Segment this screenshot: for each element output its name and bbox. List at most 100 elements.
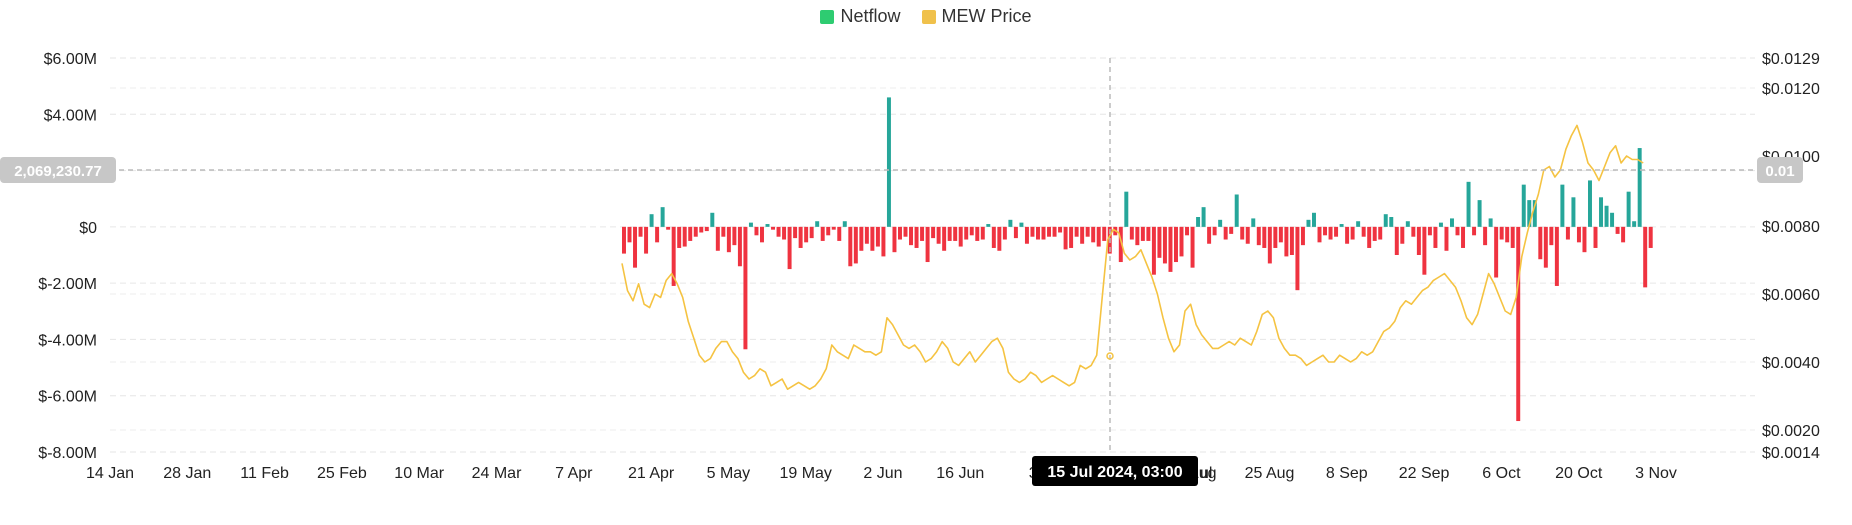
netflow-bar[interactable] (699, 226, 704, 233)
netflow-bar[interactable] (837, 226, 842, 241)
netflow-bar[interactable] (743, 226, 748, 350)
netflow-bar[interactable] (1648, 226, 1653, 248)
netflow-bar[interactable] (1306, 219, 1311, 227)
netflow-bar[interactable] (1477, 200, 1482, 227)
netflow-bar[interactable] (804, 226, 809, 243)
netflow-bar[interactable] (1466, 181, 1471, 227)
netflow-bar[interactable] (622, 226, 626, 254)
netflow-bar[interactable] (1157, 226, 1162, 258)
netflow-bar[interactable] (1637, 148, 1642, 227)
netflow-bar[interactable] (1019, 222, 1024, 227)
netflow-bar[interactable] (1234, 194, 1239, 227)
netflow-bar[interactable] (1450, 218, 1454, 227)
netflow-bar[interactable] (1367, 226, 1372, 248)
netflow-bar[interactable] (969, 226, 974, 236)
netflow-bar[interactable] (964, 226, 969, 240)
netflow-bar[interactable] (1151, 226, 1156, 275)
netflow-bar[interactable] (1063, 226, 1068, 250)
netflow-bar[interactable] (1527, 200, 1532, 227)
netflow-bar[interactable] (1273, 226, 1278, 248)
netflow-bar[interactable] (1455, 226, 1460, 236)
netflow-bar[interactable] (1069, 226, 1074, 248)
netflow-bar[interactable] (1576, 226, 1581, 243)
netflow-bar[interactable] (1416, 226, 1421, 255)
netflow-bar[interactable] (1124, 191, 1129, 227)
netflow-bar[interactable] (1118, 226, 1123, 263)
netflow-bar[interactable] (1240, 226, 1245, 240)
netflow-bar[interactable] (1300, 226, 1305, 246)
netflow-bar[interactable] (1284, 226, 1289, 257)
netflow-bar[interactable] (1229, 226, 1234, 234)
netflow-bar[interactable] (1245, 226, 1250, 244)
netflow-bar[interactable] (782, 226, 787, 240)
netflow-bar[interactable] (1212, 226, 1217, 236)
netflow-bar[interactable] (704, 226, 709, 232)
netflow-bar[interactable] (936, 226, 941, 244)
netflow-bar[interactable] (1008, 219, 1013, 227)
netflow-bar[interactable] (1096, 226, 1101, 247)
netflow-bar[interactable] (1024, 226, 1029, 244)
netflow-bar[interactable] (721, 226, 726, 237)
netflow-bar[interactable] (1295, 226, 1300, 291)
netflow-bar[interactable] (1267, 226, 1272, 264)
netflow-bar[interactable] (1560, 184, 1565, 227)
netflow-bar[interactable] (693, 226, 698, 237)
netflow-bar[interactable] (1516, 226, 1521, 422)
netflow-bar[interactable] (1422, 226, 1427, 275)
netflow-bar[interactable] (1472, 226, 1477, 236)
netflow-bar[interactable] (909, 226, 914, 246)
netflow-bar[interactable] (1532, 200, 1537, 227)
netflow-bar[interactable] (627, 226, 632, 243)
netflow-bar[interactable] (1433, 226, 1438, 248)
netflow-bar[interactable] (765, 224, 770, 227)
netflow-bar[interactable] (1085, 226, 1090, 237)
netflow-bar[interactable] (1554, 226, 1559, 286)
netflow-bar[interactable] (1140, 226, 1145, 241)
netflow-bar[interactable] (853, 226, 858, 264)
netflow-bar[interactable] (997, 226, 1002, 251)
netflow-bar[interactable] (914, 226, 919, 248)
netflow-bar[interactable] (1588, 180, 1592, 227)
netflow-bar[interactable] (1223, 226, 1228, 240)
netflow-bar[interactable] (737, 226, 742, 267)
netflow-bar[interactable] (1604, 205, 1609, 227)
netflow-bar[interactable] (1582, 226, 1587, 253)
netflow-bar[interactable] (886, 97, 891, 227)
netflow-bar[interactable] (1102, 226, 1107, 241)
netflow-bar[interactable] (1185, 226, 1190, 236)
netflow-bar[interactable] (1179, 226, 1184, 257)
netflow-bar[interactable] (1483, 226, 1488, 246)
netflow-bar[interactable] (1599, 197, 1604, 227)
netflow-bar[interactable] (671, 226, 676, 286)
netflow-bar[interactable] (842, 221, 847, 227)
legend-item-netflow[interactable]: Netflow (820, 6, 901, 27)
netflow-bar[interactable] (1041, 226, 1046, 240)
netflow-bar[interactable] (1565, 226, 1570, 240)
netflow-bar[interactable] (903, 226, 908, 237)
netflow-bar[interactable] (1278, 226, 1283, 243)
netflow-bar[interactable] (1201, 207, 1206, 227)
netflow-bar[interactable] (820, 226, 825, 241)
netflow-bar[interactable] (715, 226, 720, 251)
netflow-bar[interactable] (1394, 226, 1399, 255)
netflow-bar[interactable] (1372, 226, 1377, 241)
netflow-bar[interactable] (1626, 191, 1631, 227)
netflow-bar[interactable] (1361, 226, 1366, 237)
netflow-bar[interactable] (942, 226, 947, 251)
netflow-bar[interactable] (1610, 212, 1615, 227)
netflow-bar[interactable] (1317, 226, 1322, 243)
netflow-bar[interactable] (638, 226, 643, 237)
netflow-bar[interactable] (859, 226, 864, 251)
netflow-bar[interactable] (754, 226, 759, 236)
netflow-bar[interactable] (1207, 226, 1212, 244)
netflow-bar[interactable] (1196, 217, 1201, 227)
netflow-bar[interactable] (898, 226, 902, 240)
netflow-bar[interactable] (1218, 219, 1223, 227)
netflow-bar[interactable] (815, 221, 820, 227)
netflow-bar[interactable] (986, 224, 991, 227)
netflow-bar[interactable] (1494, 226, 1499, 278)
netflow-bar[interactable] (1521, 184, 1526, 227)
netflow-bar[interactable] (1632, 221, 1637, 227)
netflow-bar[interactable] (1411, 226, 1416, 237)
netflow-bar[interactable] (991, 226, 996, 248)
